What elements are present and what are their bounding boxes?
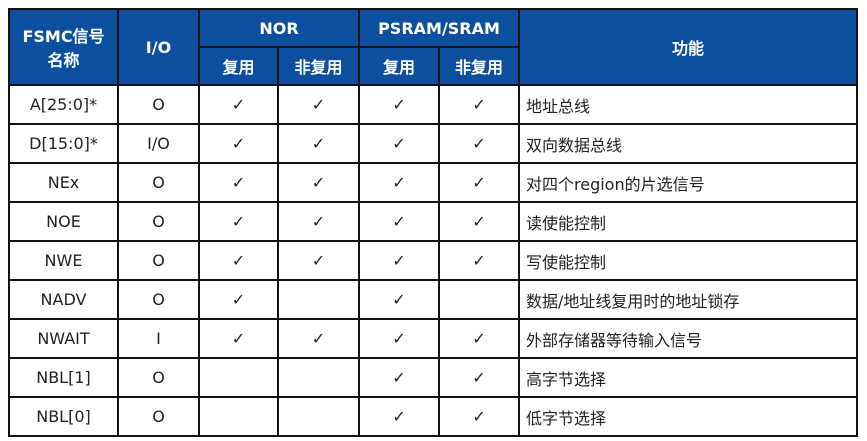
nor-nonmux-cell — [277, 279, 360, 320]
table-row: NBL[0] O ✓ ✓ 低字节选择 — [8, 396, 858, 437]
nor-mux-cell-check-icon: ✓ — [198, 162, 279, 203]
header-psram: PSRAM/SRAM — [358, 8, 520, 48]
fsmc-signal-table: FSMC信号 名称 I/O NOR PSRAM/SRAM 功能 复用 非复用 复用… — [8, 8, 858, 437]
signal-cell: NWAIT — [8, 318, 119, 359]
nor-nonmux-cell-check-icon: ✓ — [277, 201, 360, 242]
psram-mux-cell-check-icon: ✓ — [358, 318, 440, 359]
psram-mux-cell-check-icon: ✓ — [358, 123, 440, 164]
signal-cell: A[25:0]* — [8, 84, 119, 125]
table-row: NADV O ✓ ✓ 数据/地址线复用时的地址锁存 — [8, 279, 858, 320]
header-signal: FSMC信号 名称 — [8, 8, 119, 86]
function-cell: 数据/地址线复用时的地址锁存 — [518, 279, 858, 320]
nor-mux-cell — [198, 357, 279, 398]
header-nor-nonmux: 非复用 — [277, 46, 360, 86]
header-nor: NOR — [198, 8, 360, 48]
io-cell: O — [117, 84, 200, 125]
io-cell: O — [117, 162, 200, 203]
nor-nonmux-cell-check-icon: ✓ — [277, 318, 360, 359]
io-cell: I — [117, 318, 200, 359]
function-cell: 外部存储器等待输入信号 — [518, 318, 858, 359]
function-cell: 读使能控制 — [518, 201, 858, 242]
table-row: NWE O ✓ ✓ ✓ ✓ 写使能控制 — [8, 240, 858, 281]
function-cell: 对四个region的片选信号 — [518, 162, 858, 203]
nor-nonmux-cell-check-icon: ✓ — [277, 84, 360, 125]
nor-nonmux-cell — [277, 357, 360, 398]
table-row: NOE O ✓ ✓ ✓ ✓ 读使能控制 — [8, 201, 858, 242]
nor-nonmux-cell — [277, 396, 360, 437]
header-nor-mux: 复用 — [198, 46, 279, 86]
nor-mux-cell — [198, 396, 279, 437]
signal-cell: NWE — [8, 240, 119, 281]
table-row: NWAIT I ✓ ✓ ✓ ✓ 外部存储器等待输入信号 — [8, 318, 858, 359]
psram-nonmux-cell-check-icon: ✓ — [438, 84, 520, 125]
header-psram-mux: 复用 — [358, 46, 440, 86]
table-row: NEx O ✓ ✓ ✓ ✓ 对四个region的片选信号 — [8, 162, 858, 203]
header-psram-nonmux: 非复用 — [438, 46, 520, 86]
psram-mux-cell-check-icon: ✓ — [358, 396, 440, 437]
function-cell: 地址总线 — [518, 84, 858, 125]
psram-nonmux-cell-check-icon: ✓ — [438, 123, 520, 164]
nor-mux-cell-check-icon: ✓ — [198, 123, 279, 164]
signal-cell: NOE — [8, 201, 119, 242]
io-cell: O — [117, 201, 200, 242]
function-cell: 高字节选择 — [518, 357, 858, 398]
header-func: 功能 — [518, 8, 858, 86]
psram-mux-cell-check-icon: ✓ — [358, 84, 440, 125]
nor-mux-cell-check-icon: ✓ — [198, 201, 279, 242]
psram-nonmux-cell-check-icon: ✓ — [438, 240, 520, 281]
nor-mux-cell-check-icon: ✓ — [198, 279, 279, 320]
io-cell: O — [117, 357, 200, 398]
psram-mux-cell-check-icon: ✓ — [358, 279, 440, 320]
function-cell: 双向数据总线 — [518, 123, 858, 164]
table-row: D[15:0]* I/O ✓ ✓ ✓ ✓ 双向数据总线 — [8, 123, 858, 164]
header-io: I/O — [117, 8, 200, 86]
nor-mux-cell-check-icon: ✓ — [198, 84, 279, 125]
psram-mux-cell-check-icon: ✓ — [358, 201, 440, 242]
signal-cell: NEx — [8, 162, 119, 203]
signal-cell: NBL[1] — [8, 357, 119, 398]
nor-nonmux-cell-check-icon: ✓ — [277, 162, 360, 203]
table-row: NBL[1] O ✓ ✓ 高字节选择 — [8, 357, 858, 398]
io-cell: O — [117, 240, 200, 281]
psram-nonmux-cell-check-icon: ✓ — [438, 162, 520, 203]
io-cell: O — [117, 279, 200, 320]
nor-mux-cell-check-icon: ✓ — [198, 318, 279, 359]
signal-cell: NADV — [8, 279, 119, 320]
function-cell: 低字节选择 — [518, 396, 858, 437]
function-cell: 写使能控制 — [518, 240, 858, 281]
psram-nonmux-cell-check-icon: ✓ — [438, 357, 520, 398]
signal-cell: D[15:0]* — [8, 123, 119, 164]
signal-cell: NBL[0] — [8, 396, 119, 437]
psram-mux-cell-check-icon: ✓ — [358, 357, 440, 398]
psram-nonmux-cell-check-icon: ✓ — [438, 318, 520, 359]
nor-nonmux-cell-check-icon: ✓ — [277, 123, 360, 164]
io-cell: O — [117, 396, 200, 437]
nor-mux-cell-check-icon: ✓ — [198, 240, 279, 281]
table-row: A[25:0]* O ✓ ✓ ✓ ✓ 地址总线 — [8, 84, 858, 125]
psram-mux-cell-check-icon: ✓ — [358, 240, 440, 281]
psram-nonmux-cell — [438, 279, 520, 320]
io-cell: I/O — [117, 123, 200, 164]
nor-nonmux-cell-check-icon: ✓ — [277, 240, 360, 281]
psram-nonmux-cell-check-icon: ✓ — [438, 201, 520, 242]
psram-mux-cell-check-icon: ✓ — [358, 162, 440, 203]
psram-nonmux-cell-check-icon: ✓ — [438, 396, 520, 437]
